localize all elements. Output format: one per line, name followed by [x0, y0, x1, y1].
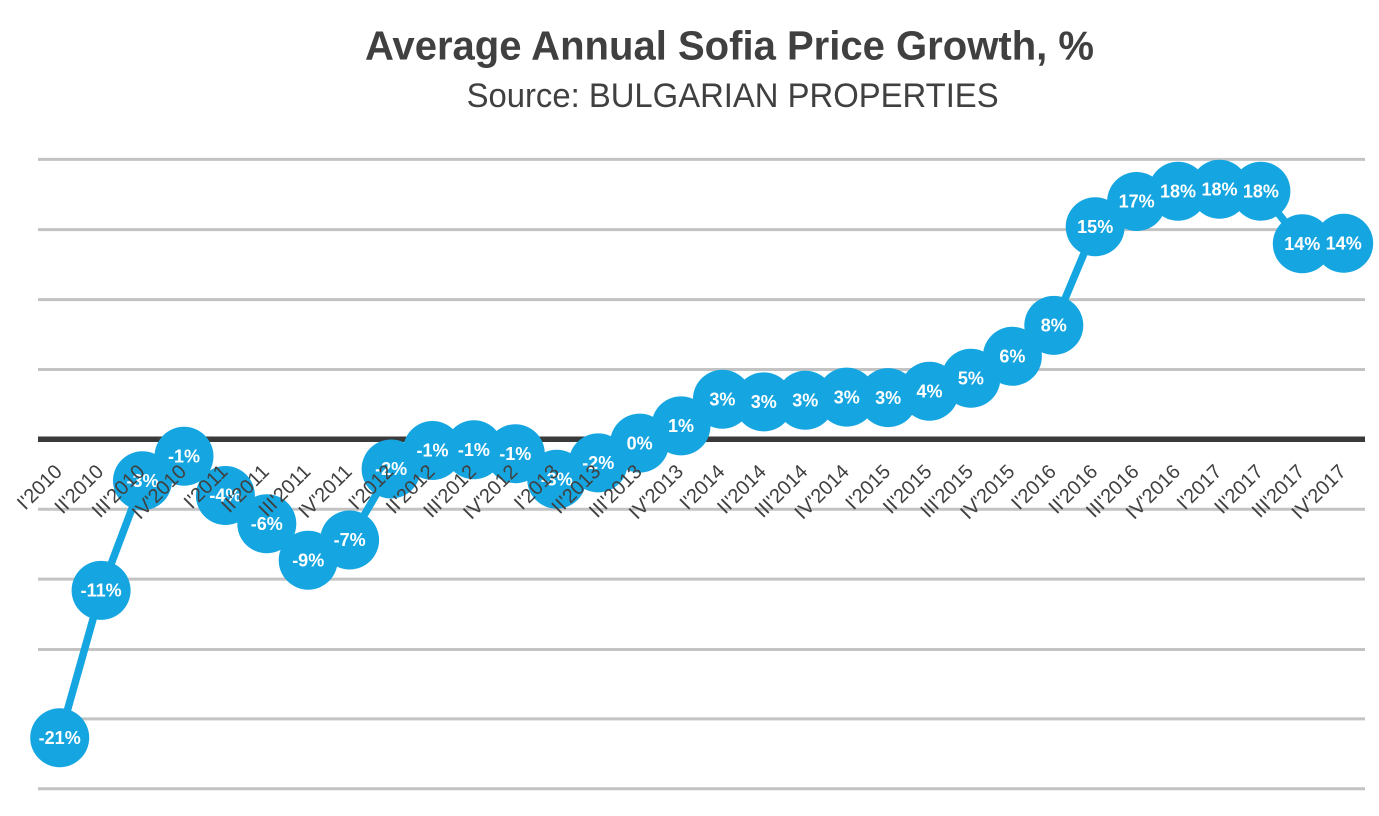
svg-text:-9%: -9%	[292, 550, 324, 570]
svg-text:3%: 3%	[751, 392, 777, 412]
svg-text:3%: 3%	[875, 388, 901, 408]
svg-text:0%: 0%	[627, 433, 653, 453]
svg-text:15%: 15%	[1077, 217, 1113, 237]
svg-text:-11%: -11%	[81, 581, 122, 601]
svg-text:14%: 14%	[1284, 234, 1320, 254]
svg-text:Average Annual Sofia Price Gro: Average Annual Sofia Price Growth, %	[365, 23, 1094, 69]
svg-text:-4%: -4%	[209, 486, 241, 506]
svg-text:-3%: -3%	[541, 469, 573, 489]
svg-text:Source: BULGARIAN PROPERTIES: Source: BULGARIAN PROPERTIES	[467, 77, 999, 115]
svg-text:-1%: -1%	[416, 441, 448, 461]
svg-text:3%: 3%	[709, 389, 735, 409]
svg-text:8%: 8%	[1041, 316, 1067, 336]
svg-text:1%: 1%	[668, 416, 694, 436]
svg-text:3%: 3%	[792, 391, 818, 411]
svg-text:18%: 18%	[1160, 181, 1196, 201]
svg-text:-3%: -3%	[126, 471, 158, 491]
svg-text:-2%: -2%	[582, 453, 614, 473]
svg-text:-1%: -1%	[168, 447, 200, 467]
svg-text:18%: 18%	[1201, 180, 1237, 200]
svg-text:14%: 14%	[1326, 234, 1362, 254]
svg-text:-6%: -6%	[251, 514, 283, 534]
svg-text:4%: 4%	[916, 381, 942, 401]
svg-text:18%: 18%	[1243, 181, 1279, 201]
svg-text:-1%: -1%	[499, 444, 531, 464]
svg-text:17%: 17%	[1119, 192, 1155, 212]
svg-text:-7%: -7%	[334, 530, 366, 550]
svg-text:-2%: -2%	[375, 459, 407, 479]
svg-text:5%: 5%	[958, 369, 984, 389]
svg-text:-1%: -1%	[458, 440, 490, 460]
svg-text:-21%: -21%	[39, 728, 81, 748]
svg-text:6%: 6%	[999, 347, 1025, 367]
svg-text:3%: 3%	[834, 387, 860, 407]
